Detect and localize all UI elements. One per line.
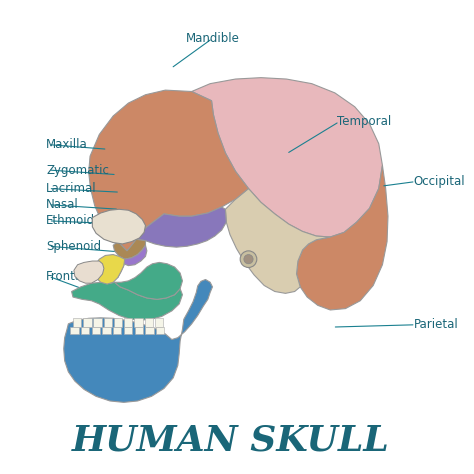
Circle shape — [240, 251, 257, 267]
Polygon shape — [136, 207, 226, 247]
Bar — [124, 319, 132, 327]
Bar — [104, 319, 112, 327]
Text: Maxilla: Maxilla — [46, 138, 88, 151]
Bar — [70, 327, 79, 335]
Polygon shape — [226, 189, 330, 293]
Text: Frontal: Frontal — [46, 270, 87, 283]
Bar — [155, 319, 163, 327]
Text: Parietal: Parietal — [413, 318, 458, 331]
Text: Ethmoid: Ethmoid — [46, 214, 95, 228]
Polygon shape — [297, 165, 388, 310]
Bar — [73, 319, 82, 327]
Text: Nasal: Nasal — [46, 198, 79, 211]
Text: Sphenoid: Sphenoid — [46, 240, 101, 253]
Text: Occipital: Occipital — [413, 175, 465, 188]
Text: Temporal: Temporal — [337, 115, 392, 128]
Circle shape — [244, 255, 253, 264]
Polygon shape — [72, 282, 182, 320]
Polygon shape — [191, 78, 383, 237]
Polygon shape — [74, 261, 104, 283]
Bar — [83, 319, 91, 327]
Bar — [156, 327, 164, 335]
Polygon shape — [113, 239, 146, 259]
Text: Zygomatic: Zygomatic — [46, 164, 109, 176]
Bar — [91, 327, 100, 335]
Bar — [114, 319, 122, 327]
Bar — [113, 327, 121, 335]
Bar — [135, 327, 143, 335]
Bar — [124, 327, 132, 335]
Bar — [102, 327, 111, 335]
Text: Lacrimal: Lacrimal — [46, 182, 97, 195]
Bar — [93, 319, 102, 327]
Text: Mandible: Mandible — [185, 32, 239, 45]
Polygon shape — [89, 90, 248, 251]
Bar — [134, 319, 143, 327]
Polygon shape — [115, 263, 182, 300]
Bar — [146, 327, 154, 335]
Text: HUMAN SKULL: HUMAN SKULL — [72, 423, 390, 457]
Polygon shape — [95, 255, 125, 284]
Polygon shape — [64, 280, 212, 402]
Bar — [145, 319, 153, 327]
Polygon shape — [115, 246, 147, 278]
Polygon shape — [92, 210, 146, 244]
Bar — [81, 327, 89, 335]
